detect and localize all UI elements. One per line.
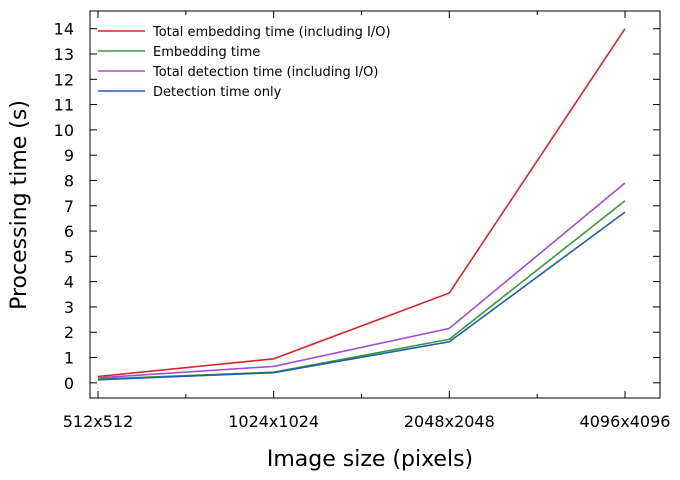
plot-frame (89, 10, 661, 399)
x-axis-title: Image size (pixels) (267, 447, 473, 472)
series-line (97, 182, 626, 379)
y-tick-label: 5 (64, 247, 74, 266)
y-tick-label: 0 (64, 374, 74, 393)
x-tick-label: 4096x4096 (580, 412, 671, 431)
y-tick-label: 6 (64, 222, 74, 241)
y-tick-label: 14 (54, 20, 74, 39)
series-line (97, 28, 626, 378)
legend-label: Detection time only (153, 85, 282, 100)
y-tick-label: 3 (64, 298, 74, 317)
series-line (97, 200, 626, 380)
y-tick-label: 4 (64, 273, 74, 292)
legend-label: Total embedding time (including I/O) (152, 25, 391, 40)
y-tick-label: 10 (54, 121, 74, 140)
y-tick-label: 12 (54, 70, 74, 89)
y-tick-label: 7 (64, 197, 74, 216)
series-line (97, 211, 626, 381)
legend: Total embedding time (including I/O) Embe… (98, 25, 391, 100)
x-tick-label: 2048x2048 (404, 412, 495, 431)
y-axis-title: Processing time (s) (7, 100, 32, 310)
y-tick-label: 11 (54, 96, 74, 115)
y-tick-label: 8 (64, 171, 74, 190)
y-tick-label: 2 (64, 323, 74, 342)
y-tick-label: 13 (54, 45, 74, 64)
legend-label: Embedding time (153, 45, 260, 60)
x-tick-label: 1024x1024 (228, 412, 319, 431)
x-tick-label: 512x512 (63, 412, 134, 431)
series-lines (97, 28, 626, 381)
y-tick-label: 9 (64, 146, 74, 165)
y-tick-label: 1 (64, 349, 74, 368)
legend-label: Total detection time (including I/O) (152, 65, 378, 80)
